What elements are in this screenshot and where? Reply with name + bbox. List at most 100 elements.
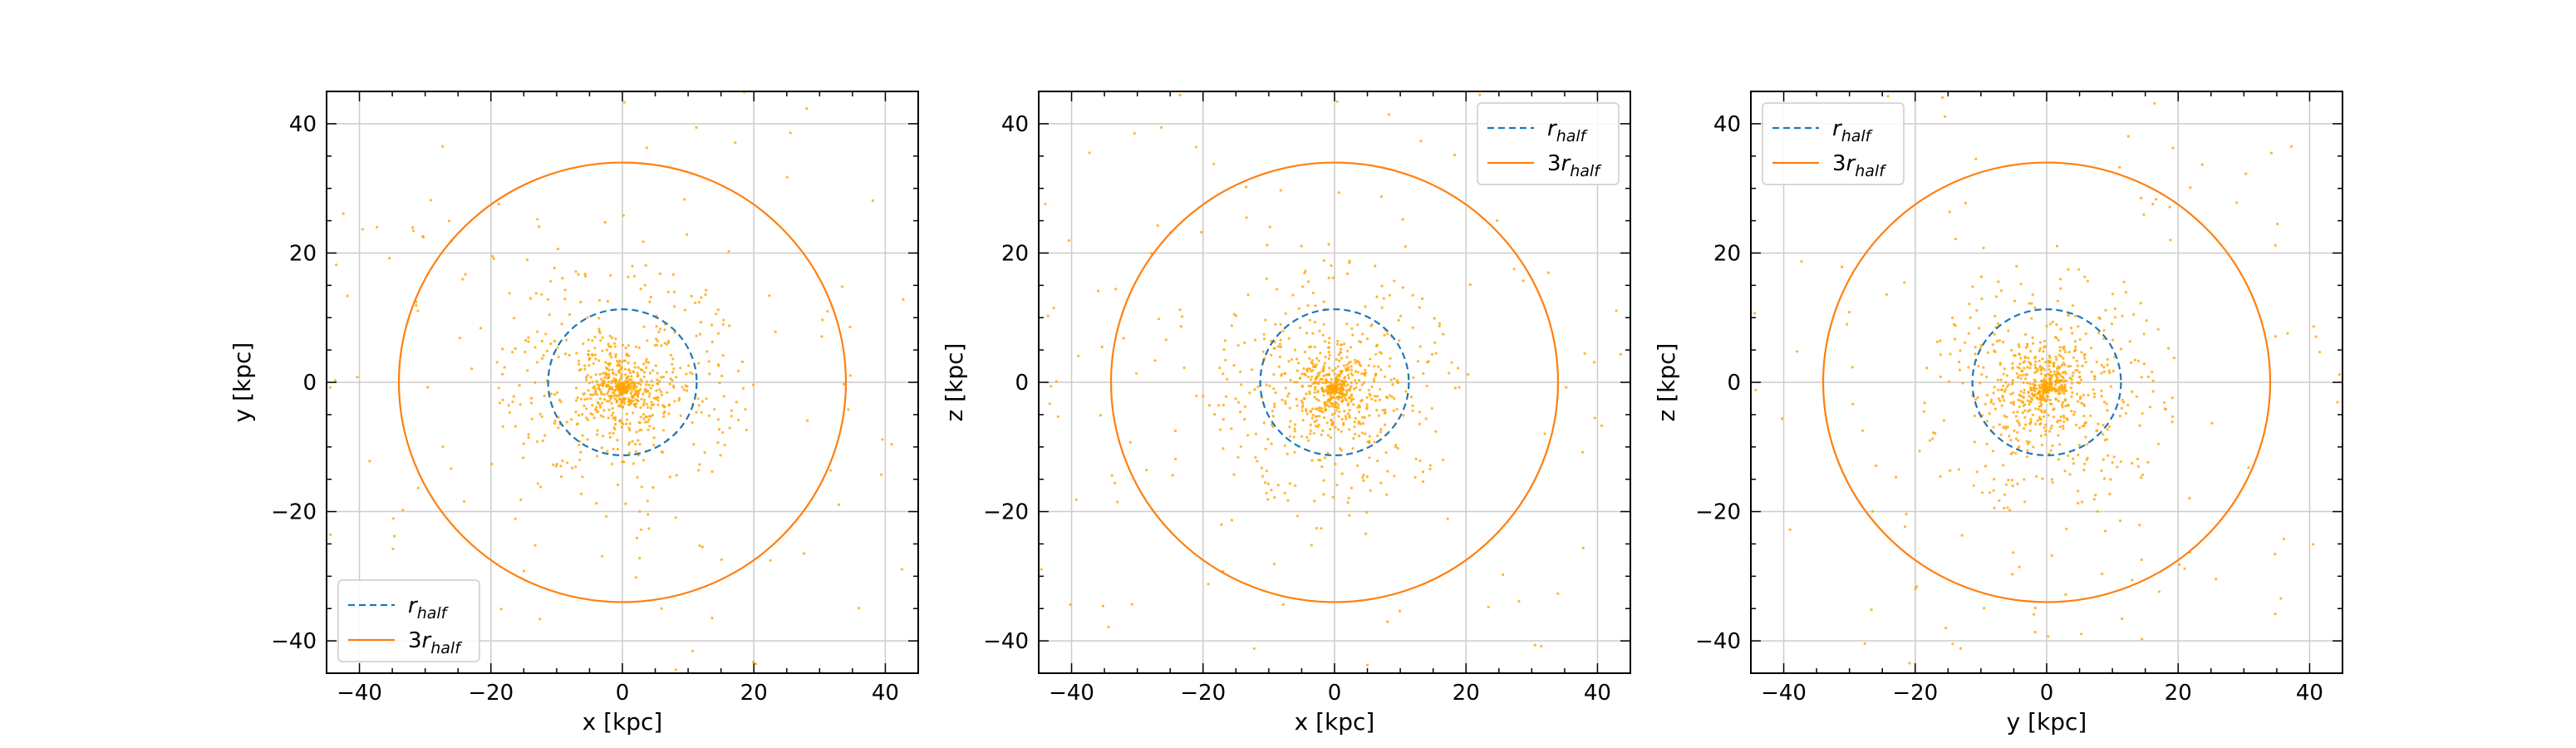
data-point	[2003, 388, 2007, 391]
data-point	[1354, 370, 1357, 373]
data-point	[2172, 357, 2176, 360]
data-point	[479, 327, 483, 330]
legend-label: rhalf	[1832, 116, 1874, 145]
data-point	[2026, 366, 2029, 369]
data-point	[717, 427, 721, 431]
data-point	[1234, 397, 1237, 401]
data-point	[1246, 434, 1250, 437]
data-point	[2336, 401, 2339, 404]
data-point	[587, 358, 591, 362]
data-point	[606, 400, 609, 403]
data-point	[1265, 277, 1268, 280]
data-point	[2070, 378, 2073, 381]
legend-box	[1477, 102, 1620, 185]
data-point	[1325, 385, 1329, 388]
data-point	[2171, 146, 2175, 150]
data-point	[2189, 186, 2192, 189]
data-point	[2049, 449, 2052, 452]
data-point	[642, 417, 646, 421]
data-point	[1322, 493, 1325, 496]
data-point	[587, 389, 590, 392]
data-point	[2080, 351, 2083, 354]
data-point	[2038, 423, 2042, 426]
data-point	[900, 568, 903, 571]
data-point	[637, 429, 642, 432]
data-point	[592, 392, 596, 396]
data-point	[1239, 410, 1242, 414]
data-point	[871, 199, 874, 202]
data-point	[1110, 474, 1113, 477]
data-point	[2083, 404, 2087, 407]
data-point	[1800, 259, 1803, 263]
data-point	[1619, 352, 1622, 356]
data-point	[1306, 367, 1310, 371]
data-point	[647, 395, 651, 398]
data-point	[669, 377, 672, 381]
data-point	[616, 364, 619, 367]
data-point	[1315, 357, 1319, 360]
data-point	[600, 401, 604, 405]
data-point	[328, 386, 332, 389]
data-point	[1346, 412, 1350, 416]
data-point	[1339, 351, 1342, 354]
x-tick-label: −40	[1761, 681, 1807, 706]
data-point	[1939, 353, 1942, 357]
data-point	[2038, 45, 2040, 47]
data-point	[686, 385, 689, 388]
data-point	[708, 414, 711, 417]
data-point	[571, 466, 574, 470]
data-point	[1346, 403, 1349, 407]
data-point	[2100, 389, 2103, 392]
data-point	[1328, 391, 1331, 395]
data-point	[718, 381, 721, 385]
data-point	[607, 363, 611, 367]
data-point	[2028, 421, 2032, 425]
data-point	[591, 339, 594, 342]
data-point	[1895, 475, 1898, 479]
data-point	[623, 367, 627, 371]
data-point	[1235, 314, 1238, 317]
data-point	[1433, 341, 1437, 344]
data-point	[2057, 458, 2061, 461]
data-point	[1309, 423, 1312, 426]
data-point	[617, 362, 620, 365]
data-point	[2016, 419, 2019, 422]
data-point	[1331, 495, 1335, 499]
data-point	[698, 463, 701, 466]
data-point	[1368, 414, 1371, 417]
data-point	[2044, 361, 2048, 364]
data-point	[668, 382, 671, 386]
data-point	[1213, 412, 1217, 416]
data-point	[1310, 375, 1314, 378]
data-point	[2051, 480, 2054, 485]
data-point	[617, 387, 621, 391]
data-point	[1422, 372, 1425, 376]
data-point	[464, 273, 467, 276]
data-point	[1349, 486, 1353, 490]
data-point	[1978, 327, 1981, 330]
data-point	[2094, 494, 2097, 497]
data-point	[2138, 424, 2141, 427]
data-point	[634, 406, 637, 409]
data-point	[1281, 398, 1284, 401]
data-point	[596, 411, 599, 414]
data-point	[704, 293, 707, 297]
data-point	[638, 442, 642, 446]
data-point	[1393, 377, 1396, 381]
data-point	[2312, 543, 2315, 546]
data-point	[2015, 372, 2018, 375]
data-point	[2043, 368, 2046, 372]
data-point	[1344, 380, 1348, 384]
data-point	[1502, 573, 1505, 577]
data-point	[579, 300, 583, 304]
data-point	[1636, 431, 1639, 434]
data-point	[1310, 359, 1314, 362]
data-point	[802, 552, 806, 555]
data-point	[636, 682, 638, 685]
data-point	[1369, 394, 1372, 397]
data-point	[1321, 333, 1325, 337]
data-point	[1173, 429, 1177, 433]
data-point	[678, 396, 681, 400]
data-point	[616, 483, 620, 486]
